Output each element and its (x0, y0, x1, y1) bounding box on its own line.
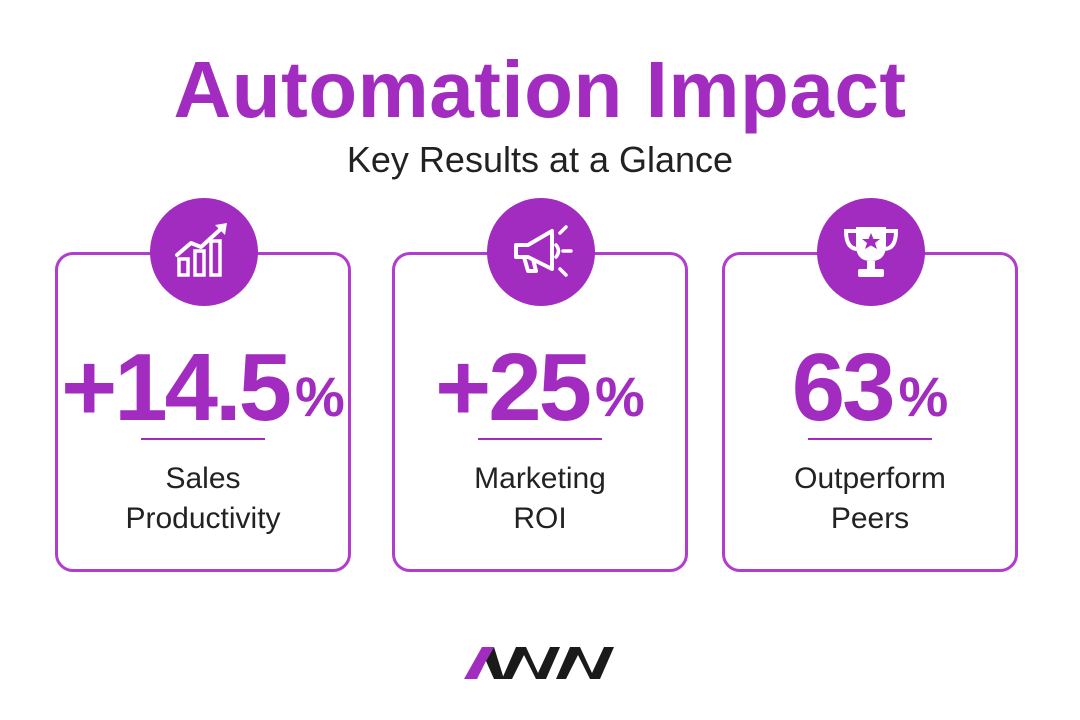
divider (141, 438, 265, 440)
stat-number: +14.5 (61, 334, 292, 441)
divider (808, 438, 932, 440)
stat-label-line2: Productivity (125, 502, 281, 535)
stat-label-line1: Marketing (474, 462, 606, 495)
stat-value: 63% (725, 333, 1015, 443)
stat-number: 63 (791, 334, 896, 441)
stat-card-marketing: +25% Marketing ROI (392, 252, 688, 572)
brand-logo (464, 647, 614, 679)
stat-label-line2: Peers (830, 502, 910, 535)
stat-label-line1: Sales (165, 462, 241, 495)
stat-unit: % (595, 365, 645, 428)
chart-growth-icon (150, 198, 258, 306)
trophy-icon (817, 198, 925, 306)
stat-unit: % (295, 365, 345, 428)
page-subtitle: Key Results at a Glance (346, 139, 734, 180)
stat-value: +14.5% (58, 333, 348, 443)
stat-label: Outperform Peers (725, 459, 1015, 539)
stat-value: +25% (395, 333, 685, 443)
divider (478, 438, 602, 440)
stat-number: +25 (435, 334, 592, 441)
megaphone-icon (487, 198, 595, 306)
stat-label: Sales Productivity (58, 459, 348, 539)
stat-label: Marketing ROI (395, 459, 685, 539)
stat-label-line1: Outperform (794, 462, 946, 495)
page-title: Automation Impact (173, 45, 907, 134)
stat-unit: % (898, 365, 949, 428)
stat-label-line2: ROI (513, 502, 567, 535)
